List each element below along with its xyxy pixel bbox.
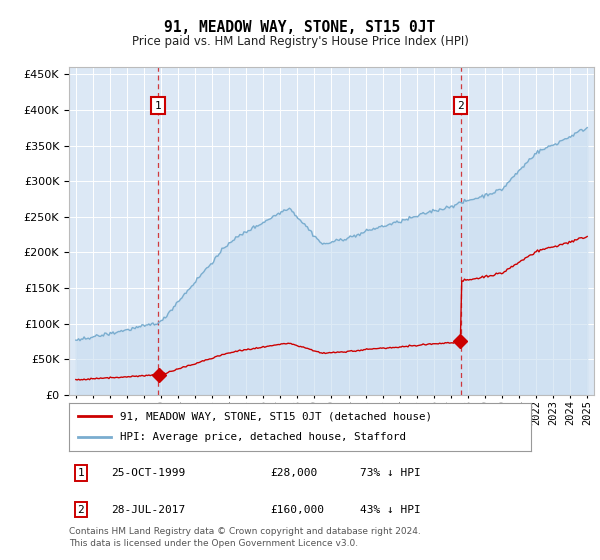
Text: HPI: Average price, detached house, Stafford: HPI: Average price, detached house, Staf…	[120, 432, 406, 442]
Text: 43% ↓ HPI: 43% ↓ HPI	[360, 505, 421, 515]
Text: 2: 2	[457, 101, 464, 111]
Text: Contains HM Land Registry data © Crown copyright and database right 2024.
This d: Contains HM Land Registry data © Crown c…	[69, 527, 421, 548]
Text: Price paid vs. HM Land Registry's House Price Index (HPI): Price paid vs. HM Land Registry's House …	[131, 35, 469, 48]
Text: 91, MEADOW WAY, STONE, ST15 0JT: 91, MEADOW WAY, STONE, ST15 0JT	[164, 20, 436, 35]
Text: 1: 1	[155, 101, 161, 111]
Text: £28,000: £28,000	[270, 468, 317, 478]
Text: 28-JUL-2017: 28-JUL-2017	[111, 505, 185, 515]
Text: 73% ↓ HPI: 73% ↓ HPI	[360, 468, 421, 478]
Text: 25-OCT-1999: 25-OCT-1999	[111, 468, 185, 478]
Text: 2: 2	[77, 505, 85, 515]
Text: £160,000: £160,000	[270, 505, 324, 515]
Text: 91, MEADOW WAY, STONE, ST15 0JT (detached house): 91, MEADOW WAY, STONE, ST15 0JT (detache…	[120, 411, 432, 421]
Text: 1: 1	[77, 468, 85, 478]
